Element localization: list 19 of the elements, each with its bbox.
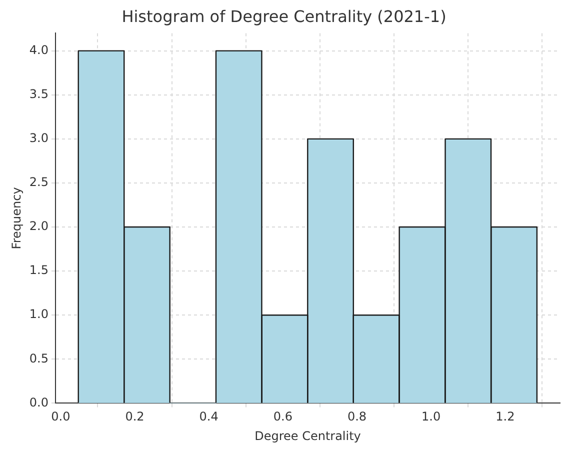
y-tick-label: 4.0 bbox=[29, 42, 48, 57]
x-tick-label: 0.6 bbox=[273, 410, 292, 424]
y-tick-label: 1.0 bbox=[29, 307, 48, 322]
y-tick-label: 1.5 bbox=[29, 263, 48, 278]
y-tick-label: 0.5 bbox=[29, 351, 48, 366]
x-tick-label: 0.8 bbox=[347, 410, 367, 424]
chart-title: Histogram of Degree Centrality (2021-1) bbox=[122, 6, 446, 26]
x-tick-label: 0.0 bbox=[51, 410, 70, 424]
x-tick-label: 1.2 bbox=[496, 410, 515, 424]
y-tick-label: 2.5 bbox=[29, 175, 48, 190]
x-axis-title: Degree Centrality bbox=[254, 428, 361, 443]
x-tick-label: 0.2 bbox=[125, 410, 144, 424]
y-tick-label: 0.0 bbox=[29, 395, 48, 410]
y-tick-label: 3.0 bbox=[29, 131, 48, 146]
x-tick-label: 1.0 bbox=[422, 410, 441, 424]
y-tick-label: 2.0 bbox=[29, 219, 48, 234]
x-tick-label: 0.4 bbox=[199, 410, 218, 424]
y-tick-label: 3.5 bbox=[29, 86, 48, 101]
y-axis-title: Frequency bbox=[9, 187, 24, 250]
